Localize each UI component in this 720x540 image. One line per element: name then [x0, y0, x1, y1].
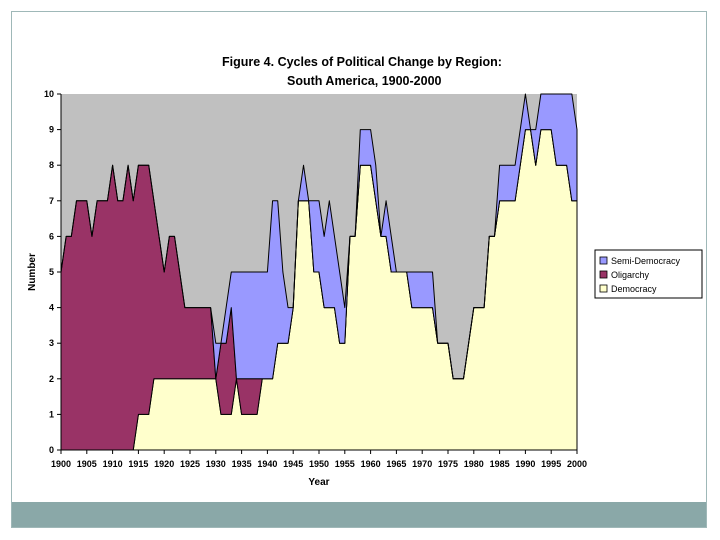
- x-tick-label: 1960: [361, 459, 381, 469]
- y-tick-label: 2: [49, 374, 54, 384]
- legend-box: [594, 249, 703, 299]
- legend-swatch-democracy: [599, 284, 608, 293]
- y-axis-title: Number: [27, 253, 38, 291]
- x-tick-label: 1965: [386, 459, 406, 469]
- y-tick-label: 10: [44, 89, 54, 99]
- x-tick-label: 2000: [567, 459, 587, 469]
- chart-subtitle: South America, 1900-2000: [287, 74, 442, 88]
- footer-bar: [12, 502, 706, 527]
- x-tick-label: 1910: [103, 459, 123, 469]
- x-tick-label: 1985: [490, 459, 510, 469]
- legend-label-democracy: Democracy: [611, 284, 657, 294]
- chart-title: Figure 4. Cycles of Political Change by …: [222, 55, 502, 69]
- x-tick-label: 1975: [438, 459, 458, 469]
- x-tick-label: 1900: [51, 459, 71, 469]
- axes-group: 0 1 2 3 4 5 6 7 8 9 10 1900 1905 1910 1915 1920 1925 1930…: [44, 89, 587, 469]
- x-tick-label: 1955: [335, 459, 355, 469]
- y-tick-label: 9: [49, 125, 54, 135]
- legend: Semi-Democracy Oligarchy Democracy: [594, 249, 703, 299]
- area-semi-democracy: [60, 93, 578, 380]
- legend-label-semi-democracy: Semi-Democracy: [611, 256, 681, 266]
- x-tick-label: 1945: [283, 459, 303, 469]
- legend-swatch-oligarchy: [599, 270, 608, 279]
- y-tick-label: 6: [49, 231, 54, 241]
- x-tick-label: 1970: [412, 459, 432, 469]
- y-tick-label: 1: [49, 409, 54, 419]
- x-tick-label: 1995: [541, 459, 561, 469]
- legend-swatch-semi-democracy: [599, 256, 608, 265]
- legend-label-oligarchy: Oligarchy: [611, 270, 650, 280]
- x-tick-label: 1935: [232, 459, 252, 469]
- y-tick-label: 0: [49, 445, 54, 455]
- x-tick-label: 1905: [77, 459, 97, 469]
- x-tick-label: 1980: [464, 459, 484, 469]
- y-tick-label: 3: [49, 338, 54, 348]
- x-tick-label: 1990: [515, 459, 535, 469]
- x-tick-label: 1925: [180, 459, 200, 469]
- y-tick-label: 4: [49, 303, 54, 313]
- x-tick-label: 1930: [206, 459, 226, 469]
- x-tick-label: 1950: [309, 459, 329, 469]
- x-tick-label: 1915: [128, 459, 148, 469]
- y-tick-label: 7: [49, 196, 54, 206]
- x-tick-label: 1940: [257, 459, 277, 469]
- y-tick-label: 8: [49, 160, 54, 170]
- y-tick-label: 5: [49, 267, 54, 277]
- x-axis-title: Year: [308, 477, 329, 488]
- x-tick-label: 1920: [154, 459, 174, 469]
